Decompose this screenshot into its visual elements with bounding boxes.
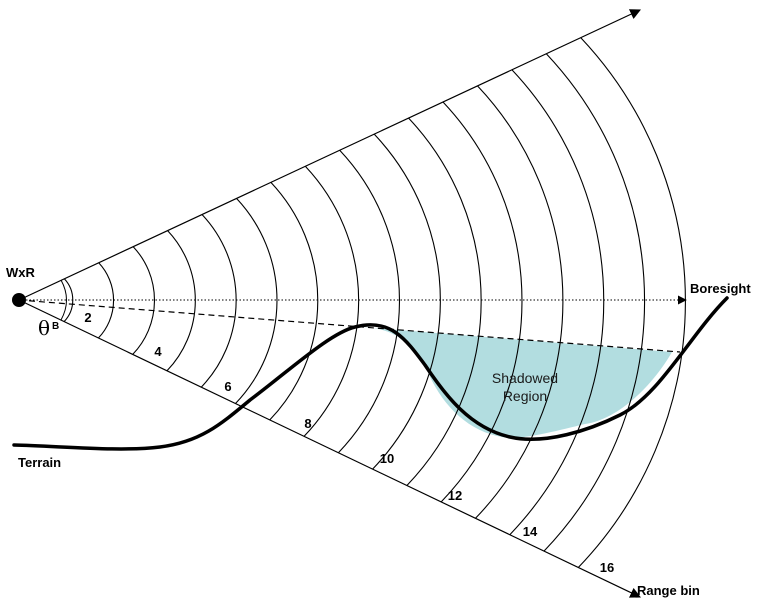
range-bin-labels: 2 4 6 8 10 12 14 16 — [84, 310, 614, 575]
range-arc — [338, 149, 401, 454]
range-arc — [406, 117, 482, 486]
range-arc — [235, 198, 278, 404]
range-bin-number: 6 — [224, 379, 231, 394]
shadowed-label-line1: Shadowed — [492, 370, 558, 386]
range-bin-number: 14 — [523, 524, 538, 539]
range-arc — [440, 101, 523, 503]
range-bin-number: 12 — [448, 488, 462, 503]
range-arc — [509, 69, 605, 536]
radar-dot — [12, 293, 26, 307]
range-arc — [132, 246, 155, 355]
shadowed-label-line2: Region — [503, 388, 547, 404]
boresight-label: Boresight — [690, 281, 751, 296]
radar-label: WxR — [6, 265, 36, 280]
beam-upper-edge — [18, 9, 641, 301]
range-arc — [269, 182, 319, 421]
range-arc — [303, 165, 360, 437]
shadowed-region — [362, 327, 672, 438]
range-arc — [372, 133, 441, 470]
theta-angle-arc — [60, 279, 67, 321]
range-arc — [543, 53, 646, 552]
range-bin-number: 8 — [304, 416, 311, 431]
range-bin-number: 10 — [380, 451, 394, 466]
terrain-line — [12, 296, 729, 451]
range-bin-number: 16 — [600, 560, 614, 575]
shadow-ray — [18, 299, 681, 353]
range-bin-label: Range bin — [637, 583, 700, 598]
range-arc — [475, 85, 564, 519]
beam-lower-edge — [18, 299, 641, 598]
theta-b-symbol: θ — [38, 316, 50, 340]
theta-b-subscript: B — [52, 321, 59, 332]
range-arc — [200, 214, 237, 388]
terrain-label: Terrain — [18, 455, 61, 470]
range-arc — [166, 230, 196, 372]
range-bin-number: 4 — [154, 344, 162, 359]
range-bin-number: 2 — [84, 310, 91, 325]
range-arcs — [63, 37, 686, 568]
